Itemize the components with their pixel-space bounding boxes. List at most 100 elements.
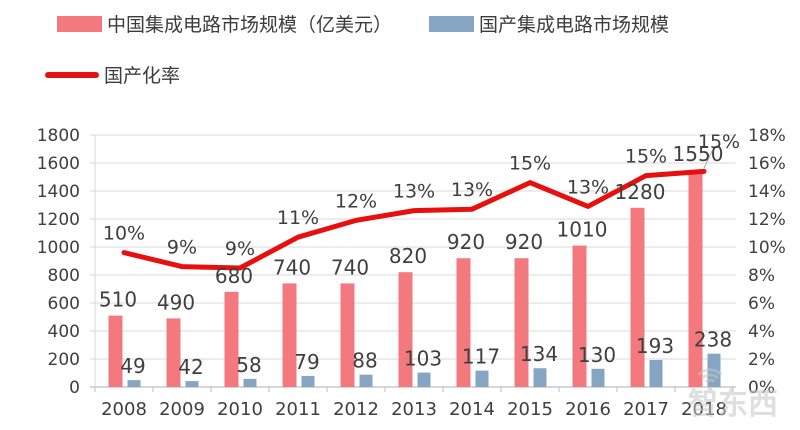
china-bar-label: 920 [447,230,485,254]
china-market-bar [514,258,529,387]
domestic-bar-label: 58 [236,353,261,377]
line-percent-label: 13% [393,181,435,203]
left-axis-tick-label: 1200 [37,210,80,230]
right-axis-tick-label: 16% [748,154,786,174]
left-axis-tick-label: 1800 [37,126,80,146]
left-axis-tick-label: 1600 [37,154,80,174]
domestic-market-bar [591,368,605,387]
legend-label-domestic-market: 国产集成电路市场规模 [479,14,670,36]
china-bar-label: 680 [215,264,253,288]
right-axis-tick-label: 14% [748,182,786,202]
line-percent-label: 9% [167,237,197,259]
right-axis-tick-label: 6% [748,294,775,314]
legend-item-localization-rate: 国产化率 [45,61,180,88]
x-axis-year-label: 2009 [159,399,205,420]
china-market-bar [456,258,471,387]
left-axis-tick-label: 1000 [37,238,80,258]
line-percent-label: 13% [451,179,493,201]
left-axis-tick-label: 400 [48,322,80,342]
domestic-bar-label: 42 [178,355,203,379]
china-market-bar [630,207,645,387]
right-axis-tick-label: 12% [748,210,786,230]
right-axis-tick-label: 2% [748,350,775,370]
china-bar-label: 740 [273,255,311,279]
right-axis-tick-label: 18% [748,126,786,146]
china-bar-label: 1550 [673,142,724,166]
china-market-bar [688,170,703,387]
left-axis-tick-label: 1400 [37,182,80,202]
x-axis-year-label: 2012 [333,399,379,420]
line-percent-label: 9% [225,238,255,260]
watermark-wifi-icon [701,373,719,380]
right-axis-tick-label: 8% [748,266,775,286]
left-axis-tick-label: 0 [69,378,80,398]
china-bar-label: 490 [157,290,195,314]
x-axis-year-label: 2013 [391,399,437,420]
china-market-bar [108,315,123,387]
china-market-bar [340,283,355,387]
domestic-market-bar [185,381,199,387]
domestic-bar-label: 49 [120,354,145,378]
domestic-market-bar [417,372,431,387]
domestic-market-bar [127,380,141,387]
domestic-bar-label: 193 [636,334,674,358]
watermark-wifi-icon [704,378,716,383]
line-percent-label: 15% [509,153,551,175]
legend-swatch-line-icon [45,71,99,78]
domestic-market-bar [243,378,257,387]
legend-item-domestic-market: 国产集成电路市场规模 [429,10,669,37]
line-percent-label: 11% [277,207,319,229]
x-axis-year-label: 2014 [449,399,495,420]
left-axis-tick-label: 800 [48,266,80,286]
line-percent-label: 12% [335,190,377,212]
legend-swatch-domestic-bar-icon [429,15,474,32]
china-market-bar [166,318,181,387]
localization-rate-line [121,168,707,271]
china-market-bar [398,272,413,387]
china-market-bar [224,291,239,387]
x-axis-year-label: 2015 [507,399,553,420]
legend-item-china-market: 中国集成电路市场规模（亿美元） [57,10,392,37]
china-bar-label: 1010 [557,218,608,242]
label-leader-line [703,150,713,169]
watermark-wifi-icon [697,368,723,376]
domestic-market-bar [475,370,489,387]
legend-swatch-china-bar-icon [57,15,102,32]
domestic-market-bar [533,368,547,387]
left-axis-tick-label: 600 [48,294,80,314]
domestic-bar-label: 79 [294,350,319,374]
x-axis-year-label: 2017 [623,399,669,420]
domestic-bar-label: 134 [520,342,558,366]
right-axis-tick-label: 0% [748,378,775,398]
china-bar-label: 920 [505,230,543,254]
legend-label-localization-rate: 国产化率 [104,65,181,87]
legend-label-china-market: 中国集成电路市场规模（亿美元） [107,14,393,36]
china-bar-label: 510 [99,288,137,312]
x-axis-year-label: 2010 [217,399,263,420]
china-bar-label: 1280 [615,180,666,204]
domestic-bar-label: 103 [404,347,442,371]
domestic-bar-label: 117 [462,345,500,369]
domestic-bar-label: 130 [578,343,616,367]
right-axis-tick-label: 4% [748,322,775,342]
x-axis-year-label: 2011 [275,399,321,420]
domestic-market-bar [301,375,315,387]
line-percent-label: 13% [567,176,609,198]
line-percent-label: 15% [698,131,740,153]
domestic-bar-label: 88 [352,349,377,373]
watermark: 智东西 [688,368,778,422]
domestic-market-bar [359,374,373,387]
x-axis-year-label: 2018 [681,399,727,420]
x-axis-year-label: 2008 [101,399,147,420]
domestic-market-bar [649,359,663,387]
line-percent-label: 10% [103,223,145,245]
line-percent-label: 15% [625,146,667,168]
watermark-text: 智东西 [688,387,778,422]
left-axis-tick-label: 200 [48,350,80,370]
watermark-wifi-dot-icon [707,386,713,392]
domestic-bar-label: 238 [694,328,732,352]
china-market-bar [282,283,297,387]
china-bar-label: 740 [331,255,369,279]
